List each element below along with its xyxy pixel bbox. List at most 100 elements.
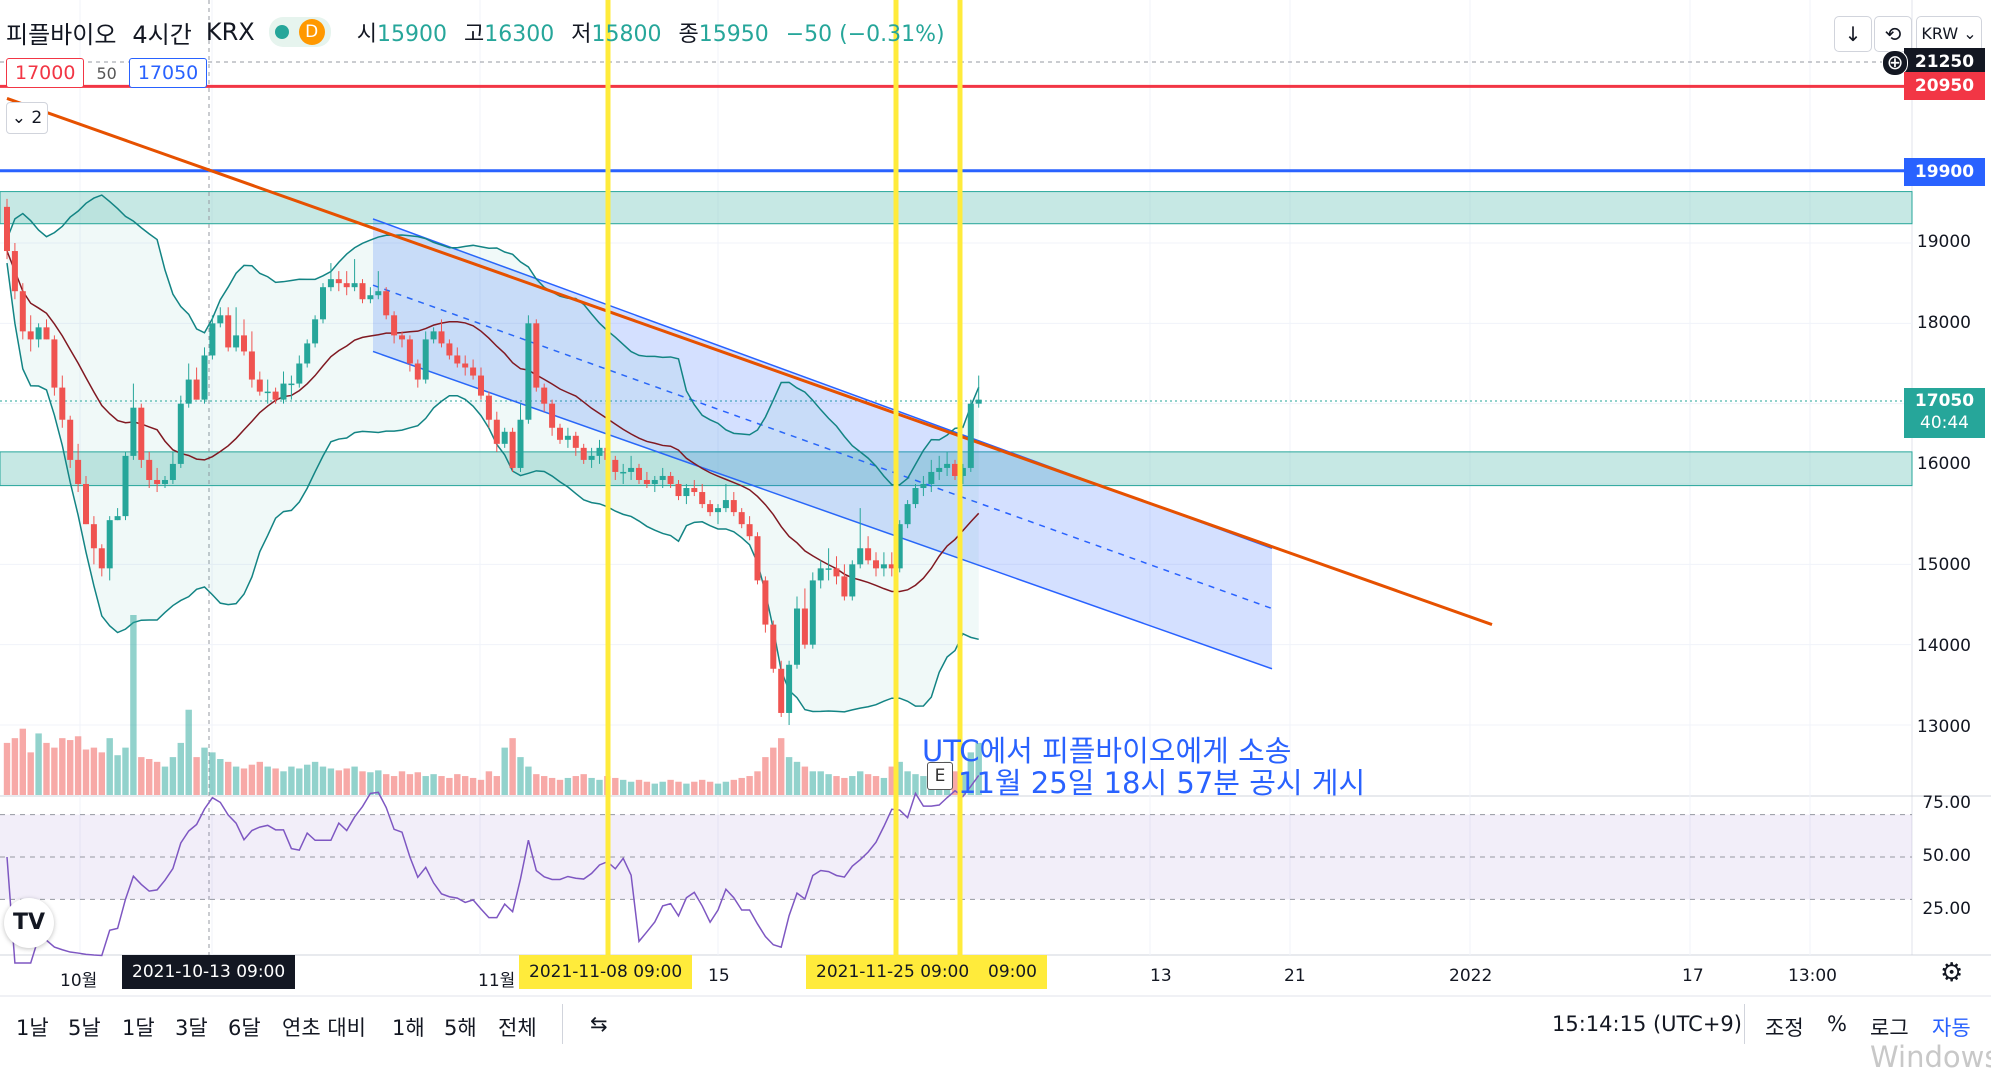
symbol-name[interactable]: 피플바이오: [6, 20, 117, 49]
candle-body: [493, 419, 500, 444]
range-button[interactable]: 전체: [498, 1016, 537, 1040]
volume-bar: [706, 781, 714, 795]
candle-body: [825, 568, 832, 570]
candle-body: [801, 608, 808, 645]
indicator-collapse-button[interactable]: ⌄ 2: [6, 102, 48, 134]
time-axis-label: 15: [708, 966, 730, 986]
volume-bar: [454, 774, 461, 795]
candle-body: [217, 315, 224, 324]
volume-bar: [635, 779, 643, 795]
market-status-badge[interactable]: D: [268, 17, 331, 47]
range-button[interactable]: 5날: [68, 1016, 101, 1040]
volume-bar: [849, 776, 856, 795]
volume-bar: [319, 766, 327, 795]
volume-bar: [572, 776, 579, 795]
candle-body: [11, 251, 18, 292]
indicator-count: 2: [31, 108, 43, 128]
candle-body: [35, 327, 42, 340]
adjust-button[interactable]: 조정: [1765, 1016, 1804, 1040]
volume-bar: [770, 747, 777, 795]
candle-body: [912, 488, 919, 505]
candle-body: [83, 484, 89, 525]
auto-scale-button[interactable]: 자동: [1932, 1016, 1971, 1040]
candle-body: [19, 291, 26, 332]
volume-bar: [217, 759, 224, 795]
volume-bar: [556, 779, 564, 795]
bb-period: 50: [96, 63, 117, 83]
crosshair-date-label: 2021-10-13 09:00: [122, 955, 296, 989]
volume-bar: [19, 728, 26, 795]
candle-body: [580, 447, 587, 460]
candle-body: [4, 206, 10, 252]
candle-body: [438, 331, 445, 344]
range-button[interactable]: 연초 대비: [282, 1016, 366, 1040]
volume-bar: [177, 742, 184, 795]
last-price-tag: 17050 40:44: [1904, 388, 1985, 438]
candle-body: [596, 447, 603, 456]
candle-body: [335, 279, 342, 284]
add-alert-icon[interactable]: ⊕: [1882, 50, 1908, 76]
volume-bar: [82, 749, 90, 795]
ohlc-values: 시15900 고16300 저15800 종15950 −50 (−0.31%): [357, 16, 955, 48]
candle-body: [90, 524, 97, 549]
timeframe-label[interactable]: 4시간: [132, 20, 192, 49]
candle-body: [746, 524, 753, 537]
volume-bar: [398, 771, 406, 795]
candle-body: [833, 568, 840, 577]
volume-bar: [209, 752, 216, 795]
date-range-icon[interactable]: ⇆: [590, 1012, 608, 1036]
bar-countdown: 40:44: [1920, 413, 1969, 433]
range-button[interactable]: 1해: [392, 1016, 425, 1040]
percent-scale-button[interactable]: %: [1827, 1012, 1847, 1036]
scroll-to-latest-button[interactable]: ↓: [1834, 16, 1872, 52]
clock-display[interactable]: 15:14:15 (UTC+9): [1552, 1012, 1742, 1036]
time-axis-label: 2022: [1449, 966, 1493, 986]
candle-body: [122, 455, 129, 517]
currency-select[interactable]: KRW ⌄: [1916, 16, 1982, 52]
time-axis-label: 10월: [60, 971, 98, 991]
candle-body: [414, 363, 421, 380]
bollinger-basis-line: [6, 250, 980, 593]
candle-body: [651, 479, 658, 484]
range-button[interactable]: 1달: [122, 1016, 155, 1040]
volume-bar: [872, 776, 880, 795]
marker-date-label: 09:00: [978, 955, 1047, 989]
compare-button[interactable]: ⟲: [1874, 16, 1912, 52]
candle-body: [944, 463, 951, 468]
windows-watermark: Windows: [1870, 1040, 1991, 1074]
candle-body: [288, 383, 295, 386]
log-scale-button[interactable]: 로그: [1870, 1016, 1909, 1040]
volume-bar: [375, 770, 382, 795]
volume-bar: [667, 779, 674, 795]
range-button[interactable]: 5해: [444, 1016, 477, 1040]
candle-body: [280, 383, 287, 400]
range-button[interactable]: 6달: [228, 1016, 261, 1040]
volume-bar: [335, 770, 342, 795]
bollinger-lower-line: [6, 262, 979, 713]
high-label: 고: [463, 22, 485, 47]
volume-bar: [801, 766, 809, 795]
annotation-line-2[interactable]: 11월 25일 18시 57분 공시 게시: [958, 766, 1366, 800]
volume-bar: [146, 759, 153, 795]
volume-bar: [533, 774, 540, 795]
volume-bar: [359, 771, 366, 795]
bollinger-band-fill: [7, 195, 979, 712]
bollinger-legend[interactable]: 17000 50 17050: [6, 58, 208, 88]
range-button[interactable]: 3달: [175, 1016, 208, 1040]
candle-body: [659, 475, 666, 480]
candle-body: [794, 608, 800, 665]
candle-body: [193, 379, 200, 400]
rsi-line: [6, 775, 980, 964]
volume-bar: [643, 781, 651, 795]
candle-body: [786, 664, 793, 713]
candle-body: [27, 331, 34, 340]
price-axis-label: 16000: [1916, 454, 1971, 474]
range-button[interactable]: 1날: [16, 1016, 49, 1040]
chart-settings-gear-icon[interactable]: ⚙: [1940, 958, 1964, 988]
annotation-line-1[interactable]: UTC에서 피플바이오에게 소송: [922, 734, 1292, 768]
tradingview-logo-icon[interactable]: TV: [4, 898, 54, 948]
price-axis-label: 15000: [1916, 555, 1971, 575]
earnings-event-icon[interactable]: E: [927, 762, 953, 790]
